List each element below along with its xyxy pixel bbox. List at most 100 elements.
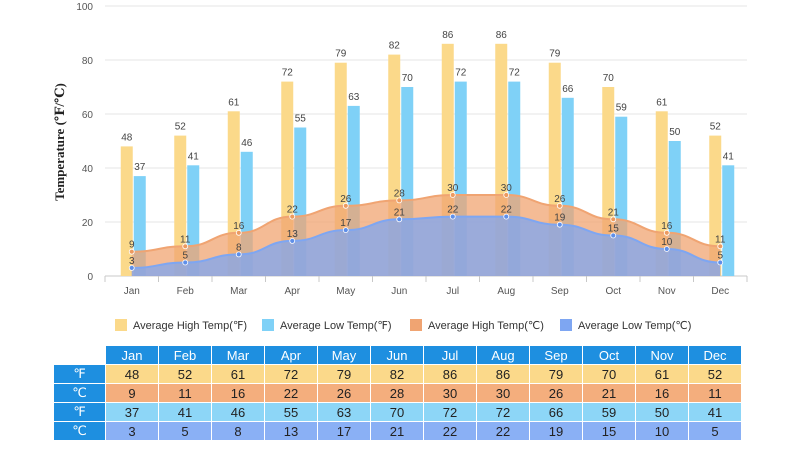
table-cell: 21 <box>583 384 635 402</box>
x-tick-label: Jan <box>124 286 140 297</box>
area-point <box>610 232 617 239</box>
y-tick-label: 60 <box>82 110 94 121</box>
area-point <box>396 216 403 223</box>
area-value-label: 21 <box>394 207 406 218</box>
table-cell: 72 <box>424 403 476 421</box>
table-cell: 5 <box>159 422 211 440</box>
table-cell: 28 <box>371 384 423 402</box>
area-value-label: 5 <box>717 251 723 262</box>
bar <box>174 135 187 276</box>
temperature-chart: 0 20 40 60 80 100 Temperature (℉/℃) Jan Feb Mar… <box>52 2 748 332</box>
area-point <box>556 202 563 209</box>
bar-value-label: 61 <box>228 97 240 108</box>
table-cell: 48 <box>106 365 158 383</box>
x-tick-label: Aug <box>497 286 515 297</box>
bar-value-label: 86 <box>442 30 454 41</box>
table-cell: 70 <box>583 365 635 383</box>
table-cell: 61 <box>636 365 688 383</box>
y-axis-title: Temperature (℉/℃) <box>52 83 67 201</box>
table-cell: 66 <box>530 403 582 421</box>
y-axis-ticks: 0 20 40 60 80 100 <box>76 2 93 283</box>
table-cell: 46 <box>212 403 264 421</box>
table-cell: 17 <box>318 422 370 440</box>
bar-value-label: 63 <box>348 92 360 103</box>
area-value-label: 26 <box>554 194 566 205</box>
area-point <box>128 264 135 271</box>
bar-value-label: 52 <box>710 122 722 133</box>
area-value-label: 30 <box>501 183 513 194</box>
row-unit-label: ℃ <box>54 384 105 402</box>
table-header-row: Jan Feb Mar Apr May Jun Jul Aug Sep Oct … <box>54 346 741 364</box>
area-value-label: 17 <box>340 218 352 229</box>
table-cell: 70 <box>371 403 423 421</box>
area-value-label: 11 <box>180 234 191 245</box>
area-value-label: 21 <box>608 207 620 218</box>
table-cell: 79 <box>318 365 370 383</box>
bar <box>722 165 735 276</box>
area-point <box>289 237 296 244</box>
area-point <box>610 216 617 223</box>
legend-label: Average High Temp(℉) <box>133 320 247 332</box>
area-point <box>503 213 510 220</box>
area-value-label: 11 <box>715 234 726 245</box>
area-point <box>503 192 510 198</box>
bar-value-label: 70 <box>603 73 615 84</box>
bar <box>709 135 722 276</box>
area-value-label: 30 <box>447 183 459 194</box>
table-cell: 10 <box>636 422 688 440</box>
area-value-label: 10 <box>661 237 673 248</box>
table-cell: 30 <box>477 384 529 402</box>
table-cell: 3 <box>106 422 158 440</box>
table-cell: 5 <box>689 422 741 440</box>
table-cell: 16 <box>636 384 688 402</box>
table-cell: 11 <box>159 384 211 402</box>
area-point <box>717 243 724 250</box>
table-cell: 72 <box>477 403 529 421</box>
area-fill <box>131 216 721 276</box>
table-cell: 50 <box>636 403 688 421</box>
table-row-high-c: ℃ 9 11 16 22 26 28 30 30 26 21 16 11 <box>54 384 741 402</box>
bar-value-label: 55 <box>295 114 307 125</box>
area-point <box>663 246 670 252</box>
bar-value-label: 79 <box>335 49 347 60</box>
bar-value-label: 37 <box>134 162 146 173</box>
bar-value-label: 46 <box>241 138 253 149</box>
table-row-high-f: ℉ 48 52 61 72 79 82 86 86 79 70 61 52 <box>54 365 741 383</box>
month-header: Feb <box>159 346 211 364</box>
bar-value-label: 82 <box>389 41 401 52</box>
x-tick-label: May <box>336 286 355 297</box>
bar-value-label: 72 <box>455 68 467 79</box>
table-cell: 52 <box>159 365 211 383</box>
legend-swatch <box>262 319 274 331</box>
area-point <box>342 227 349 234</box>
bar-value-label: 41 <box>188 151 200 162</box>
month-header: Jan <box>106 346 158 364</box>
table-cell: 59 <box>583 403 635 421</box>
area-value-label: 22 <box>501 205 513 216</box>
month-header: Nov <box>636 346 688 364</box>
month-header: Sep <box>530 346 582 364</box>
area-value-label: 22 <box>447 205 459 216</box>
bar-value-label: 41 <box>723 151 735 162</box>
area-value-label: 8 <box>236 242 242 253</box>
month-header: Mar <box>212 346 264 364</box>
bar-value-label: 86 <box>496 30 508 41</box>
area-value-label: 3 <box>129 256 135 267</box>
area-point <box>182 243 189 250</box>
area-point <box>235 229 242 236</box>
table-cell: 55 <box>265 403 317 421</box>
chart-legend[interactable]: Average High Temp(℉) Average Low Temp(℉) A… <box>115 319 691 332</box>
month-header: Dec <box>689 346 741 364</box>
row-unit-label: ℉ <box>54 365 105 383</box>
bar-value-label: 66 <box>562 84 574 95</box>
area-value-label: 5 <box>182 251 188 262</box>
x-tick-label: Dec <box>711 286 729 297</box>
table-cell: 79 <box>530 365 582 383</box>
x-tick-label: Apr <box>284 286 300 297</box>
table-cell: 41 <box>689 403 741 421</box>
month-header: Jul <box>424 346 476 364</box>
y-tick-label: 100 <box>76 2 93 13</box>
table-row-low-c: ℃ 3 5 8 13 17 21 22 22 19 15 10 5 <box>54 422 741 440</box>
legend-label: Average High Temp(℃) <box>428 320 544 332</box>
